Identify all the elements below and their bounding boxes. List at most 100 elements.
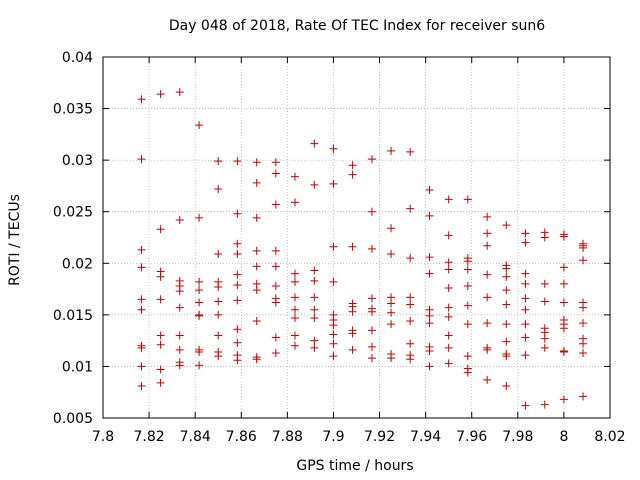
grid-lines <box>103 57 610 418</box>
data-point <box>214 157 223 166</box>
data-point <box>233 296 242 305</box>
data-point <box>579 349 588 358</box>
y-tick-label: 0.01 <box>62 359 93 375</box>
data-point <box>367 326 376 335</box>
data-point <box>329 339 338 348</box>
data-point <box>444 359 453 368</box>
data-point <box>271 333 280 342</box>
data-point <box>156 378 165 387</box>
data-point <box>502 337 511 346</box>
data-point <box>290 331 299 340</box>
data-point <box>579 256 588 265</box>
y-tick-label: 0.04 <box>62 50 93 66</box>
data-point <box>214 250 223 259</box>
plot-frame <box>102 56 611 419</box>
data-point <box>252 246 261 255</box>
x-tick-label: 7.84 <box>180 429 211 445</box>
data-point <box>348 307 357 316</box>
data-point <box>579 243 588 252</box>
data-point <box>175 331 184 340</box>
data-point <box>329 179 338 188</box>
data-point <box>540 297 549 306</box>
data-point <box>137 305 146 314</box>
data-point <box>387 320 396 329</box>
data-point <box>579 303 588 312</box>
data-point <box>579 392 588 401</box>
data-point <box>521 279 530 288</box>
data-point <box>463 320 472 329</box>
data-point <box>329 242 338 251</box>
data-point <box>156 225 165 234</box>
x-tick-label: 7.94 <box>410 429 441 445</box>
data-point <box>463 368 472 377</box>
data-point <box>156 90 165 99</box>
y-tick-label: 0.015 <box>53 308 93 324</box>
data-point <box>233 280 242 289</box>
data-point <box>156 295 165 304</box>
x-tick-label: 8.02 <box>594 429 625 445</box>
data-point <box>290 293 299 302</box>
data-point <box>425 319 434 328</box>
data-point <box>214 283 223 292</box>
data-point <box>252 355 261 364</box>
data-point <box>290 277 299 286</box>
data-point <box>175 287 184 296</box>
data-point <box>137 362 146 371</box>
data-point <box>137 382 146 391</box>
data-point <box>387 299 396 308</box>
x-tick-label: 8 <box>559 429 568 445</box>
data-point <box>483 241 492 250</box>
data-point <box>252 262 261 271</box>
data-point <box>444 284 453 293</box>
data-point <box>483 212 492 221</box>
data-point <box>252 213 261 222</box>
data-point <box>310 343 319 352</box>
data-point <box>310 266 319 275</box>
data-point <box>387 354 396 363</box>
x-tick-label: 7.9 <box>322 429 344 445</box>
data-point <box>214 297 223 306</box>
data-point <box>329 277 338 286</box>
x-tick-label: 7.96 <box>456 429 487 445</box>
data-point <box>463 195 472 204</box>
data-point <box>310 305 319 314</box>
data-point <box>406 300 415 309</box>
x-tick-label: 7.86 <box>226 429 257 445</box>
data-point <box>175 361 184 370</box>
x-tick-label: 7.82 <box>134 429 165 445</box>
data-point <box>271 246 280 255</box>
data-point <box>521 305 530 314</box>
data-point <box>233 209 242 218</box>
data-point <box>559 395 568 404</box>
data-point <box>559 298 568 307</box>
data-point <box>195 361 204 370</box>
data-point <box>502 300 511 309</box>
data-point <box>540 334 549 343</box>
data-point <box>290 313 299 322</box>
data-point <box>329 352 338 361</box>
chart-title: Day 048 of 2018, Rate Of TEC Index for r… <box>169 18 545 34</box>
data-point <box>463 352 472 361</box>
data-point <box>444 265 453 274</box>
data-point <box>521 269 530 278</box>
data-point <box>444 258 453 267</box>
data-point <box>406 293 415 302</box>
data-point <box>483 229 492 238</box>
x-tick-label: 7.8 <box>92 429 114 445</box>
data-point <box>310 293 319 302</box>
data-point <box>425 311 434 320</box>
data-point <box>137 95 146 104</box>
data-point <box>156 365 165 374</box>
data-point <box>463 265 472 274</box>
data-point <box>348 345 357 354</box>
data-point <box>348 170 357 179</box>
data-point <box>463 257 472 266</box>
data-point <box>175 88 184 97</box>
data-point <box>310 276 319 285</box>
data-point <box>521 351 530 360</box>
data-point <box>502 272 511 281</box>
data-point <box>444 231 453 240</box>
y-tick-label: 0.025 <box>53 205 93 221</box>
data-point <box>540 279 549 288</box>
